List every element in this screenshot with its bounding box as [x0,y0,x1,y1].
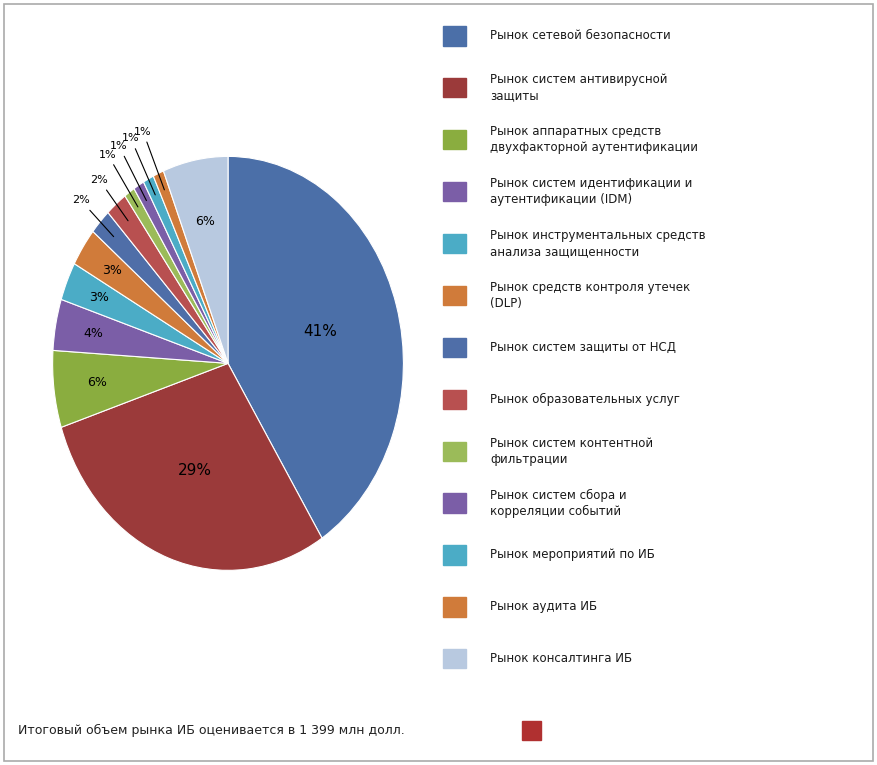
Text: 3%: 3% [89,291,109,304]
Bar [443,182,467,201]
Wedge shape [163,156,228,363]
Text: Рынок систем контентной
фильтрации: Рынок систем контентной фильтрации [490,437,653,466]
Wedge shape [61,363,322,571]
Wedge shape [228,156,403,538]
Text: Рынок средств контроля утечек
(DLP): Рынок средств контроля утечек (DLP) [490,281,690,310]
Wedge shape [153,171,228,363]
Wedge shape [53,350,228,428]
Text: 6%: 6% [195,214,215,227]
Text: Рынок систем сбора и
корреляции событий: Рынок систем сбора и корреляции событий [490,489,627,518]
Text: 6%: 6% [88,376,108,389]
Bar [443,389,467,409]
Wedge shape [134,182,228,363]
Wedge shape [144,176,228,363]
Text: 1%: 1% [134,127,164,190]
Bar [443,337,467,357]
Bar [443,130,467,149]
Text: Рынок систем защиты от НСД: Рынок систем защиты от НСД [490,341,676,354]
Text: 1%: 1% [99,149,138,207]
Text: 2%: 2% [72,195,114,236]
Wedge shape [75,232,228,363]
Bar [443,234,467,253]
Wedge shape [125,189,228,363]
Text: 4%: 4% [83,327,103,340]
Bar [443,26,467,46]
Bar [443,78,467,97]
Text: Рынок консалтинга ИБ: Рынок консалтинга ИБ [490,653,632,666]
Text: Рынок систем антивирусной
защиты: Рынок систем антивирусной защиты [490,73,667,103]
Bar [443,286,467,305]
Text: 41%: 41% [303,324,338,339]
Text: Рынок систем идентификации и
аутентификации (IDM): Рынок систем идентификации и аутентифика… [490,177,693,206]
Wedge shape [53,299,228,363]
Text: 2%: 2% [90,175,128,221]
Text: 3%: 3% [102,264,122,277]
Wedge shape [61,264,228,363]
Text: Рынок аудита ИБ: Рынок аудита ИБ [490,601,597,614]
Bar [443,545,467,565]
Wedge shape [108,196,228,363]
Bar [443,441,467,461]
Text: 1%: 1% [122,133,155,195]
Bar [443,597,467,617]
Text: 29%: 29% [178,463,212,478]
Text: Рынок сетевой безопасности: Рынок сетевой безопасности [490,30,671,42]
Text: Итоговый объем рынка ИБ оценивается в 1 399 млн долл.: Итоговый объем рынка ИБ оценивается в 1 … [18,724,404,737]
Text: Рынок образовательных услуг: Рынок образовательных услуг [490,392,680,405]
Text: 1%: 1% [111,141,146,200]
Bar [443,493,467,513]
Wedge shape [93,213,228,363]
Text: Рынок мероприятий по ИБ: Рынок мероприятий по ИБ [490,549,655,562]
Text: Рынок инструментальных средств
анализа защищенности: Рынок инструментальных средств анализа з… [490,229,706,258]
Text: Рынок аппаратных средств
двухфакторной аутентификации: Рынок аппаратных средств двухфакторной а… [490,125,698,155]
Bar [443,649,467,669]
